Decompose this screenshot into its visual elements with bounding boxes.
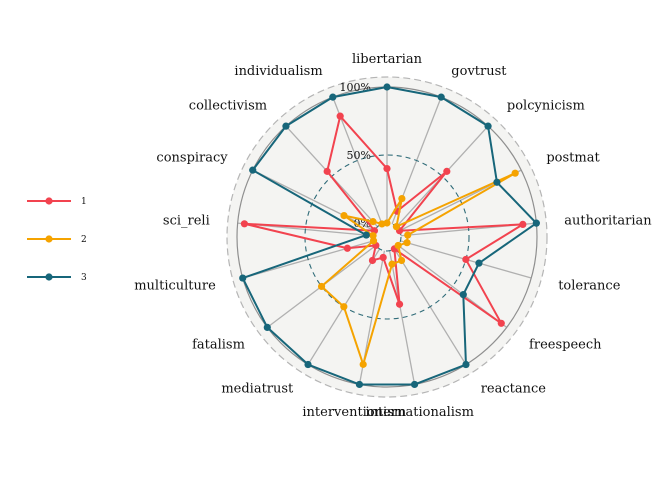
- axis-labels-group: libertarian govtrust polcynicism postmat aut…: [134, 52, 652, 420]
- axis-label-libertarian: libertarian: [352, 52, 423, 67]
- axis-label-tolerance: tolerance: [558, 279, 621, 294]
- axis-label-mediatrust: mediatrust: [221, 381, 294, 396]
- series-2-point-conspiracy: [340, 212, 348, 220]
- plot-background: [227, 77, 547, 397]
- series-1-point-individualism: [336, 112, 344, 120]
- legend-label: 3: [81, 273, 87, 283]
- series-3-point-authoritarian: [532, 219, 540, 227]
- axis-label-interventionism: interventionism: [302, 405, 406, 420]
- axis-label-collectivism: collectivism: [189, 98, 267, 113]
- grid-ring-50: [304, 154, 470, 320]
- series-2-point-internationalism: [388, 260, 396, 268]
- series-3-point-collectivism: [282, 122, 290, 130]
- series-2-point-interventionism: [359, 360, 367, 368]
- series-3-point-internationalism: [410, 380, 419, 389]
- series-3-point-fatalism: [263, 323, 271, 331]
- series-2-point-reactance: [397, 256, 406, 265]
- series-1-point-tolerance: [462, 255, 470, 264]
- outer-ring: [226, 76, 548, 398]
- series-3-point-postmat: [493, 178, 501, 186]
- legend-item-1: 1: [27, 197, 87, 207]
- series-1-point-polcynicism: [443, 167, 451, 175]
- axis-label-sci_reli: sci_reli: [163, 214, 210, 229]
- spoke-internationalism: [388, 250, 416, 385]
- series-2-point-polcynicism: [392, 223, 401, 231]
- series-2-point-tolerance: [403, 239, 411, 247]
- series-1-point-internationalism: [395, 300, 404, 308]
- series-group: [239, 83, 540, 389]
- legend-key-point: [45, 273, 53, 281]
- series-1-point-sci_reli: [240, 220, 249, 228]
- series-2-point-authoritarian: [404, 231, 412, 239]
- series-3-point-govtrust: [437, 93, 445, 101]
- series-3-point-reactance: [462, 360, 470, 369]
- series-3-point-individualism: [329, 93, 337, 101]
- series-1-point-freespeech: [497, 319, 505, 327]
- legend-item-3: 3: [27, 273, 87, 283]
- legend-label: 1: [81, 197, 87, 207]
- axis-label-multiculture: multiculture: [134, 279, 216, 294]
- series-1-point-collectivism: [323, 167, 331, 175]
- legend-key-point: [45, 235, 53, 243]
- axis-label-reactance: reactance: [481, 381, 547, 396]
- series-1-point-mediatrust: [368, 256, 377, 265]
- series-3-point-tolerance: [475, 259, 483, 267]
- axis-label-authoritarian: authoritarian: [564, 214, 652, 229]
- series-1-point-libertarian: [383, 165, 391, 173]
- series-2-point-govtrust: [398, 194, 406, 203]
- series-3-point-conspiracy: [249, 166, 257, 174]
- legend-key-point: [45, 197, 53, 205]
- series-2-point-freespeech: [394, 241, 402, 250]
- series-3-point-multiculture: [239, 274, 247, 282]
- series-3: [239, 83, 540, 389]
- legend-label: 2: [81, 235, 87, 245]
- series-2-point-collectivism: [369, 218, 377, 226]
- axis-label-fatalism: fatalism: [192, 337, 245, 352]
- series-1-point-authoritarian: [519, 220, 527, 229]
- series-2-point-sci_reli: [369, 232, 377, 240]
- legend: 1 2 3: [27, 197, 87, 283]
- axis-label-govtrust: govtrust: [451, 64, 507, 79]
- series-3-point-polcynicism: [484, 122, 492, 130]
- series-3-point-freespeech: [459, 291, 467, 299]
- series-2-point-fatalism: [317, 282, 326, 291]
- spoke-conspiracy: [252, 169, 375, 232]
- axis-label-postmat: postmat: [546, 151, 600, 166]
- series-2-point-individualism: [378, 220, 386, 228]
- series-2-point-postmat: [511, 169, 519, 177]
- series-1-point-multiculture: [343, 244, 351, 252]
- axis-label-individualism: individualism: [234, 64, 322, 79]
- series-3-point-mediatrust: [304, 360, 312, 369]
- legend-item-2: 2: [27, 235, 87, 245]
- series-3-point-sci_reli: [362, 231, 370, 239]
- axis-label-freespeech: freespeech: [529, 337, 602, 352]
- series-2-point-mediatrust: [340, 303, 348, 311]
- tick-label-50: 50%: [347, 149, 371, 162]
- series-3-line: [241, 86, 538, 386]
- axis-label-polcynicism: polcynicism: [507, 98, 585, 113]
- series-3-point-interventionism: [355, 380, 364, 389]
- series-3-point-libertarian: [383, 83, 391, 91]
- series-1-point-interventionism: [379, 253, 387, 262]
- axis-label-conspiracy: conspiracy: [156, 151, 228, 166]
- axis-label-internationalism: internationalism: [365, 405, 473, 420]
